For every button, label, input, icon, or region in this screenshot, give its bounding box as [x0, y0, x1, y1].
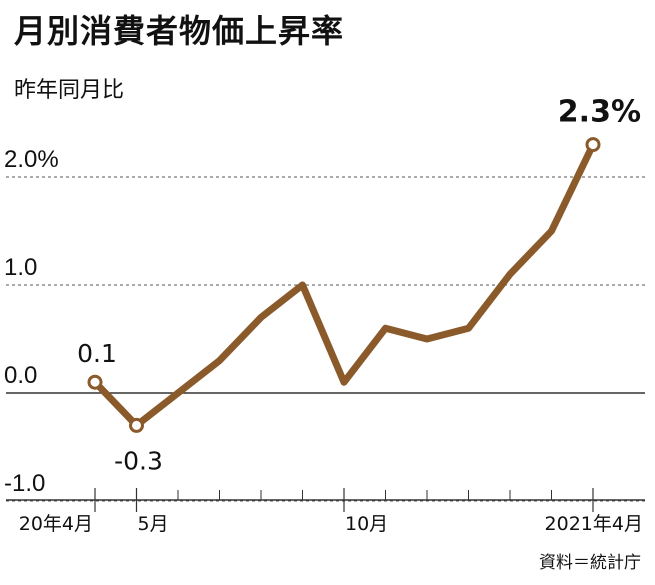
- x-tick-label: 2021年4月: [545, 513, 643, 535]
- data-point-marker: [585, 137, 601, 153]
- x-tick-label: 10月: [345, 513, 388, 535]
- data-label: 0.1: [77, 339, 117, 368]
- source-note: 資料＝統計庁: [539, 553, 641, 573]
- y-tick-label: 1.0: [4, 254, 37, 281]
- y-tick-label: 0.0: [4, 362, 37, 389]
- series-line: [91, 141, 597, 429]
- y-tick-label: 2.0%: [4, 146, 59, 173]
- y-tick-label: -1.0: [4, 470, 45, 497]
- chart-title: 月別消費者物価上昇率: [14, 12, 345, 50]
- x-tick-label: 20年4月: [19, 513, 93, 535]
- data-point-marker: [129, 417, 144, 433]
- data-label: 2.3%: [558, 95, 641, 130]
- data-label: -0.3: [114, 446, 163, 475]
- data-point-marker: [87, 374, 103, 390]
- y-axis-label: 昨年同月比: [14, 78, 125, 103]
- x-tick-label: 5月: [138, 513, 169, 535]
